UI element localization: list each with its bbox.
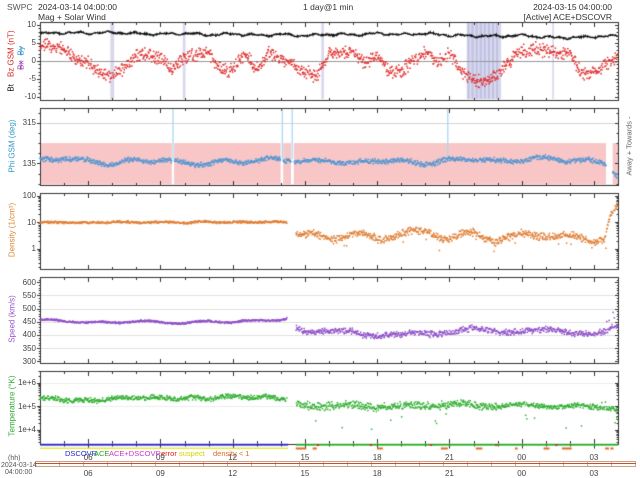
x-tick-label: 06 — [83, 453, 93, 462]
x-tick-label: 18 — [372, 469, 382, 478]
y-tick-label: 600 — [22, 277, 36, 287]
x-tick-label: 09 — [155, 453, 165, 462]
start-date-label: 2024-03-14 — [1, 462, 37, 469]
scrollbar-range-line — [35, 463, 636, 464]
x-tick-label: 03 — [589, 453, 599, 462]
app-name: SWPC — [7, 2, 33, 12]
legend-item-ace-dscovr: ACE+DSCOVR — [109, 449, 161, 458]
y-tick-label: 450 — [22, 317, 36, 327]
y-tick-label: 1 — [31, 244, 36, 254]
legend-item-error: error — [161, 449, 177, 458]
y-tick-label: 10 — [27, 20, 36, 30]
y-tick-label: 1e+5 — [17, 401, 36, 411]
y-tick-label: -10 — [24, 92, 36, 102]
y-tick-label: 500 — [22, 304, 36, 314]
y-tick-label: 5 — [31, 38, 36, 48]
legend-item-suspect: suspect — [179, 449, 205, 458]
y-tick-label: 100 — [22, 191, 36, 201]
x-tick-label: 21 — [444, 453, 454, 462]
x-tick-label: 12 — [228, 469, 238, 478]
x-axis-unit-label: (hh) — [8, 455, 21, 462]
by-label-struck: By — [16, 46, 26, 56]
time-range-scrollbar[interactable] — [35, 461, 636, 467]
plot-type-title: Mag + Solar Wind — [38, 11, 106, 22]
phi-sector-label: Away + Towards - — [624, 116, 634, 176]
y-tick-label: 400 — [22, 330, 36, 340]
y-tick-label: 350 — [22, 343, 36, 353]
x-tick-label: 00 — [517, 469, 527, 478]
y-tick-label: -5 — [28, 74, 36, 84]
x-tick-label: 12 — [228, 453, 238, 462]
x-tick-label: 21 — [444, 469, 454, 478]
plot-end-datetime: 2024-03-15 04:00:00 — [533, 2, 612, 12]
x-tick-label: 15 — [300, 469, 310, 478]
y-tick-label: 10 — [27, 217, 36, 227]
y-tick-label: 1e+4 — [17, 425, 36, 435]
x-tick-label: 06 — [83, 469, 93, 478]
y-tick-label: 550 — [22, 290, 36, 300]
legend-item-density-1: density < 1 — [213, 449, 250, 458]
data-source-status: [Active] ACE+DSCOVR — [523, 11, 612, 22]
y-tick-label: 315 — [22, 118, 36, 128]
y-tick-label: 0 — [31, 56, 36, 66]
legend-item-dscovr: DSCOVR — [65, 449, 98, 458]
bt-label: Bt — [6, 84, 16, 92]
legend-item-ace: ACE — [94, 449, 110, 458]
plot-start-datetime: 2024-03-14 04:00:00 — [38, 2, 117, 12]
resolution-label: 1 day@1 min — [303, 2, 354, 12]
x-tick-label: 03 — [589, 469, 599, 478]
x-tick-label: 15 — [300, 453, 310, 462]
x-tick-label: 00 — [517, 453, 527, 462]
y-tick-label: 1e+6 — [17, 378, 36, 388]
x-tick-label: 09 — [155, 469, 165, 478]
y-tick-label: 300 — [22, 356, 36, 366]
x-tick-label: 18 — [372, 453, 382, 462]
y-tick-label: 135 — [22, 158, 36, 168]
start-time-label: 04:00:00 — [5, 469, 33, 476]
